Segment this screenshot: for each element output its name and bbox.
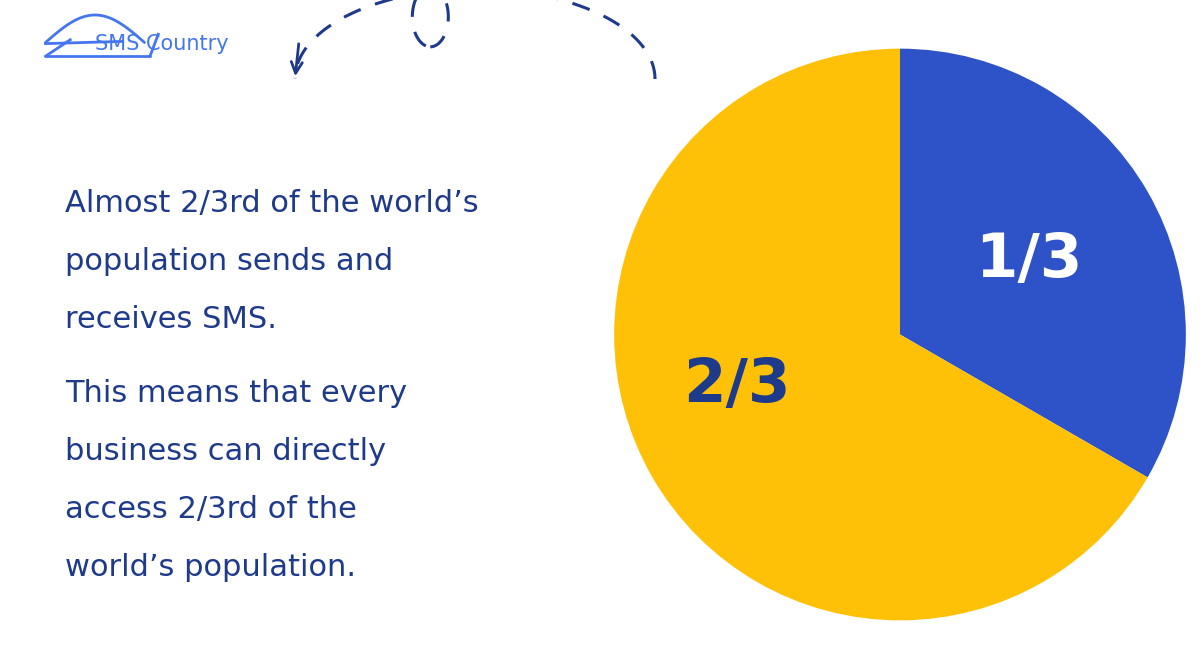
- Text: SMS Country: SMS Country: [95, 34, 229, 54]
- Text: This means that every: This means that every: [65, 379, 407, 408]
- Wedge shape: [900, 49, 1186, 478]
- Text: Almost 2/3rd of the world’s: Almost 2/3rd of the world’s: [65, 189, 479, 218]
- Text: business can directly: business can directly: [65, 437, 386, 466]
- Text: access 2/3rd of the: access 2/3rd of the: [65, 495, 356, 524]
- Text: world’s population.: world’s population.: [65, 553, 356, 582]
- Text: receives SMS.: receives SMS.: [65, 305, 277, 334]
- Text: population sends and: population sends and: [65, 247, 394, 276]
- Text: 2/3: 2/3: [683, 357, 791, 415]
- Wedge shape: [614, 49, 1147, 620]
- Text: 1/3: 1/3: [976, 231, 1082, 290]
